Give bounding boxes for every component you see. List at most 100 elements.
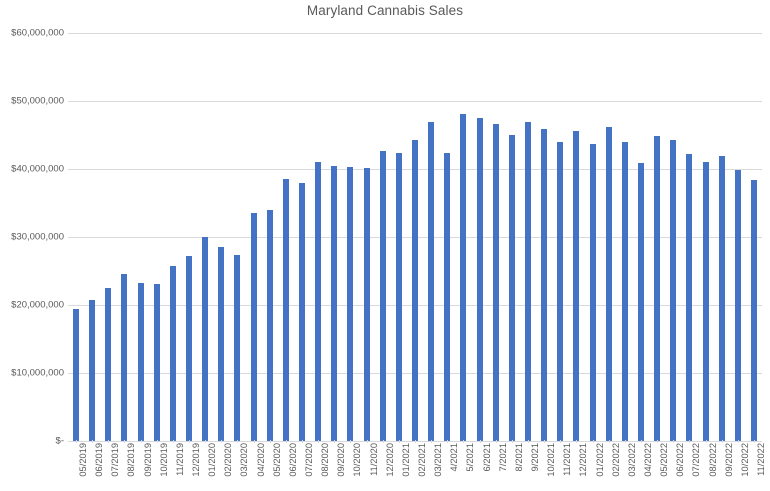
x-axis-tick	[431, 440, 433, 443]
x-axis-tick	[253, 440, 255, 443]
x-axis-tick	[737, 440, 739, 443]
x-axis-tick-label: 5/2021	[465, 443, 476, 472]
bar[interactable]	[621, 142, 628, 441]
bar[interactable]	[282, 179, 289, 441]
y-axis-tick-label: $60,000,000	[11, 27, 64, 39]
x-axis-tick	[92, 440, 94, 443]
bar[interactable]	[412, 139, 418, 441]
gridline	[68, 101, 762, 102]
x-axis-tick-label: 04/2022	[642, 443, 653, 477]
bar[interactable]	[637, 162, 644, 441]
y-axis-tick-label: $40,000,000	[11, 163, 64, 175]
bar[interactable]	[169, 265, 176, 441]
x-axis-tick	[382, 440, 384, 443]
x-axis-labels: 05/2019 06/2019 07/2019 08/2019 09/2019 10/20…	[68, 440, 766, 491]
x-axis-tick-label: 12/2020	[384, 443, 395, 477]
bar-series	[68, 33, 762, 441]
bar[interactable]	[202, 237, 209, 441]
x-axis-tick	[447, 440, 449, 443]
bar[interactable]	[702, 162, 709, 441]
x-axis-tick-label: 4/2021	[449, 443, 460, 472]
bar[interactable]	[734, 169, 741, 441]
bar[interactable]	[395, 152, 402, 441]
x-axis-tick	[124, 440, 126, 443]
bar[interactable]	[750, 179, 757, 441]
x-axis-tick	[269, 440, 271, 443]
x-axis-tick	[657, 440, 659, 443]
bar[interactable]	[428, 122, 435, 441]
x-axis-tick	[366, 440, 368, 443]
x-axis-tick-label: 08/2020	[320, 443, 331, 477]
x-axis-tick-label: 10/2021	[546, 443, 557, 477]
bar[interactable]	[541, 128, 548, 441]
bar[interactable]	[654, 135, 661, 441]
bar[interactable]	[347, 166, 354, 441]
x-axis-tick-label: 02/2022	[610, 443, 621, 477]
bar[interactable]	[266, 209, 273, 441]
x-axis-tick	[592, 440, 594, 443]
bar[interactable]	[137, 282, 144, 441]
x-axis-tick-label: 05/2022	[659, 443, 670, 477]
bar[interactable]	[444, 152, 451, 441]
bar[interactable]	[186, 256, 193, 441]
bar[interactable]	[589, 143, 596, 441]
bar[interactable]	[379, 150, 386, 441]
bar[interactable]	[234, 254, 241, 441]
x-axis-tick-label: 06/2020	[287, 443, 298, 477]
bar[interactable]	[718, 156, 725, 441]
x-axis-tick	[560, 440, 562, 443]
x-axis-tick-label: 08/2022	[707, 443, 718, 477]
x-axis-tick-label: 10/2020	[352, 443, 363, 477]
x-axis-tick-label: 11/2019	[174, 443, 185, 476]
bar[interactable]	[89, 299, 96, 441]
x-axis-tick	[172, 440, 174, 443]
y-axis-labels: $- $10,000,000 $20,000,000 $30,000,000 $40,0…	[0, 28, 64, 447]
x-axis-tick	[511, 440, 513, 443]
bar[interactable]	[508, 135, 515, 441]
x-axis-tick	[753, 440, 755, 443]
bar[interactable]	[476, 118, 483, 441]
x-axis-tick	[334, 440, 336, 443]
y-axis-tick-label: $50,000,000	[11, 95, 64, 107]
x-axis-tick-label: 11/2022	[755, 443, 766, 476]
x-axis-tick-label: 03/2021	[433, 443, 444, 477]
bar[interactable]	[331, 165, 338, 441]
bar[interactable]	[670, 139, 677, 441]
bar[interactable]	[105, 288, 112, 441]
x-axis-tick	[398, 440, 400, 443]
bar[interactable]	[121, 274, 128, 441]
x-axis-tick-label: 8/2021	[513, 443, 524, 472]
x-axis-tick	[237, 440, 239, 443]
x-axis-tick	[285, 440, 287, 443]
bar[interactable]	[573, 130, 580, 441]
bar[interactable]	[299, 183, 306, 441]
bar[interactable]	[315, 162, 322, 441]
x-axis-tick-label: 02/2020	[223, 443, 234, 477]
bar[interactable]	[73, 309, 80, 441]
bar[interactable]	[250, 213, 257, 441]
bar[interactable]	[557, 141, 564, 441]
x-axis-tick-label: 03/2022	[626, 443, 637, 477]
bar[interactable]	[218, 247, 225, 441]
x-axis-tick	[302, 440, 304, 443]
x-axis-tick-label: 10/2022	[739, 443, 750, 477]
bar[interactable]	[153, 283, 160, 441]
x-axis-tick	[689, 440, 691, 443]
x-axis-tick	[479, 440, 481, 443]
bar[interactable]	[363, 167, 370, 441]
x-axis-tick	[318, 440, 320, 443]
bar[interactable]	[492, 124, 499, 441]
bar[interactable]	[686, 154, 693, 441]
y-axis-tick-label: $20,000,000	[11, 299, 64, 311]
x-axis-tick-label: 05/2019	[78, 443, 89, 477]
x-axis-tick-label: 09/2022	[723, 443, 734, 477]
x-axis-tick-label: 09/2020	[336, 443, 347, 477]
bar[interactable]	[605, 126, 612, 441]
chart-title: Maryland Cannabis Sales	[306, 3, 464, 18]
x-axis-tick	[544, 440, 546, 443]
x-axis-tick-label: 6/2021	[481, 443, 492, 472]
bar[interactable]	[524, 122, 531, 441]
x-axis-tick-label: 9/2021	[529, 443, 540, 472]
bar[interactable]	[460, 113, 467, 441]
